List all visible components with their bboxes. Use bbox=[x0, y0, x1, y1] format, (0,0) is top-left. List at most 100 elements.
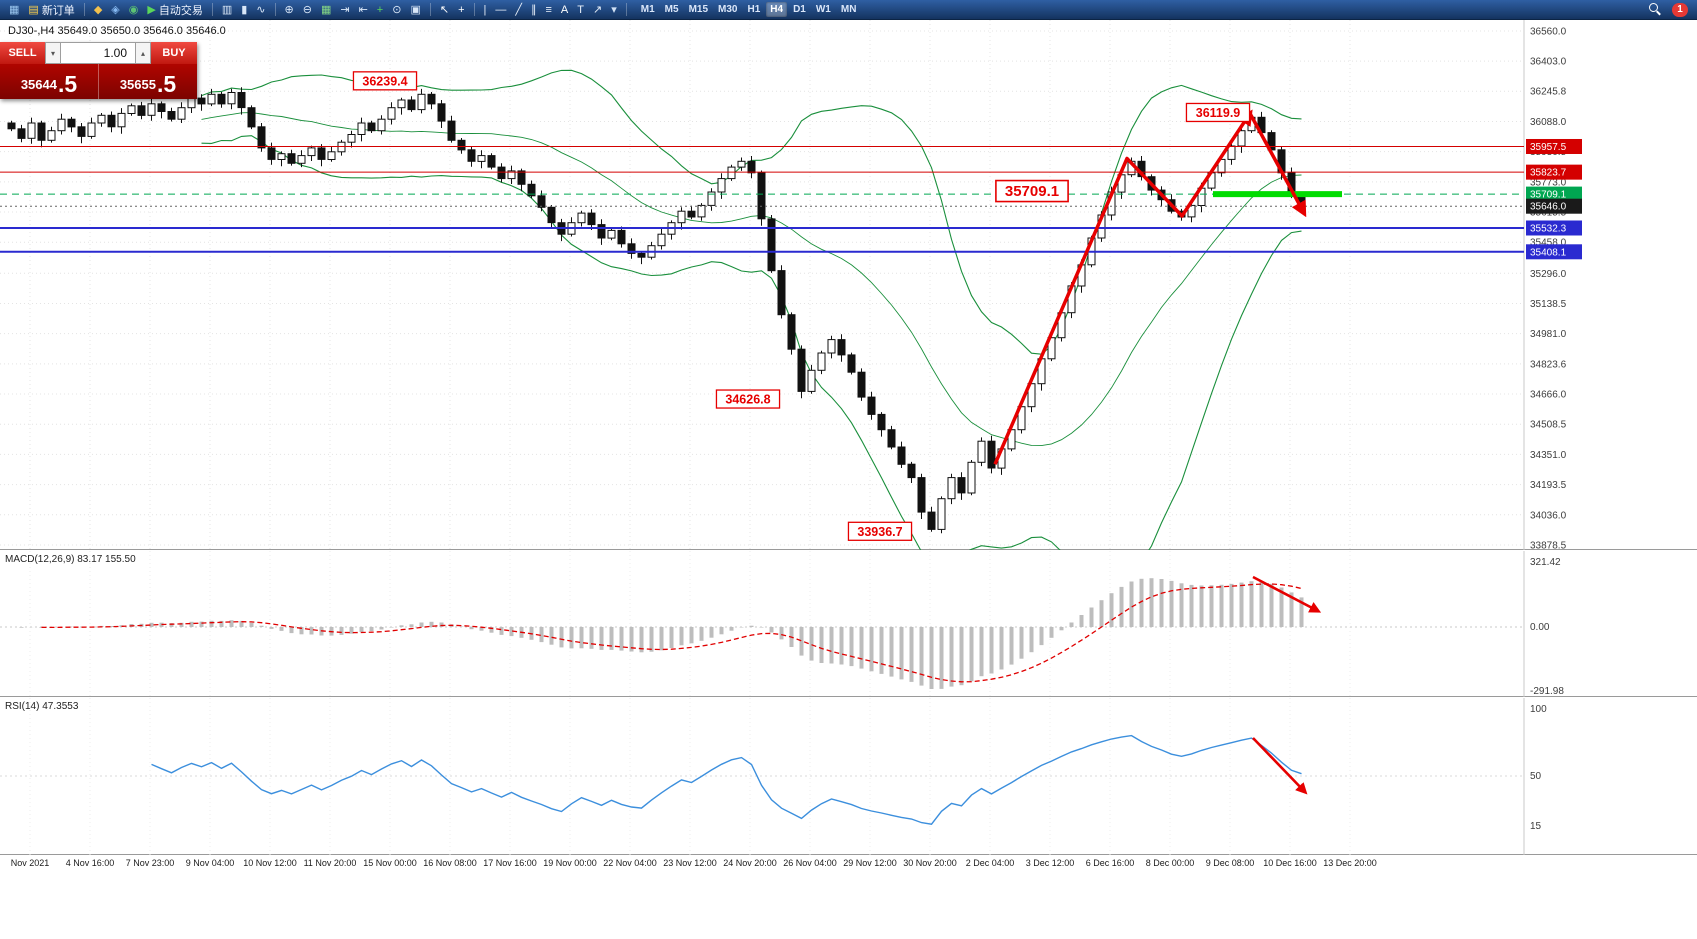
svg-text:33878.5: 33878.5 bbox=[1530, 541, 1567, 551]
rsi-panel: 100 50 15 RSI(14) 47.3553 bbox=[0, 698, 1697, 855]
time-label: 23 Nov 12:00 bbox=[663, 858, 717, 868]
svg-text:15: 15 bbox=[1530, 821, 1542, 832]
search-icon[interactable] bbox=[1649, 3, 1662, 16]
toolbar-separator bbox=[625, 3, 627, 16]
rsi-grid bbox=[0, 698, 1525, 855]
buy-price[interactable]: 35655 .5 bbox=[99, 64, 197, 99]
bar-chart-icon[interactable]: ▥ bbox=[218, 1, 236, 19]
profile-icon[interactable]: ◈ bbox=[107, 1, 123, 19]
dropdown-icon: ▾ bbox=[611, 3, 617, 16]
macd-label: MACD(12,26,9) 83.17 155.50 bbox=[5, 554, 136, 565]
crosshair-icon: + bbox=[458, 3, 465, 16]
arrows-tool-icon[interactable]: ↗ bbox=[589, 1, 606, 19]
time-label: 15 Nov 00:00 bbox=[363, 858, 417, 868]
time-label: 30 Nov 20:00 bbox=[903, 858, 957, 868]
template-button[interactable]: ▣ bbox=[406, 1, 424, 19]
new-order-button[interactable]: ▤ 新订单 bbox=[24, 1, 78, 19]
vertical-line-icon[interactable]: | bbox=[480, 1, 491, 19]
fibonacci-icon: ≡ bbox=[545, 3, 552, 16]
notification-badge[interactable]: 1 bbox=[1672, 2, 1688, 17]
zoom-in-icon: ⊕ bbox=[284, 3, 294, 16]
fibonacci-icon[interactable]: ≡ bbox=[542, 1, 556, 19]
timeframe-w1[interactable]: W1 bbox=[815, 4, 831, 15]
sell-price[interactable]: 35644 .5 bbox=[0, 64, 99, 99]
svg-text:36560.0: 36560.0 bbox=[1530, 27, 1567, 38]
toolbar-separator bbox=[473, 3, 475, 16]
toolbar-separator bbox=[211, 3, 213, 16]
auto-trading-button[interactable]: ▶ 自动交易 bbox=[143, 1, 206, 19]
time-label: 8 Dec 00:00 bbox=[1145, 858, 1195, 868]
auto-trading-button-label: 自动交易 bbox=[158, 4, 203, 17]
profile-icon: ◈ bbox=[111, 3, 120, 16]
timeframe-h4[interactable]: H4 bbox=[766, 2, 788, 17]
time-axis[interactable]: Nov 2021 4 Nov 16:00 7 Nov 23:00 9 Nov 04:0… bbox=[0, 856, 1697, 874]
timeframe-m1[interactable]: M1 bbox=[640, 4, 655, 15]
macd-signal-line bbox=[41, 583, 1302, 683]
volume-increment-button[interactable] bbox=[135, 42, 151, 64]
bollinger-bands bbox=[201, 69, 1302, 550]
time-label: 4 Nov 16:00 bbox=[65, 858, 115, 868]
timeframe-mn[interactable]: MN bbox=[840, 4, 857, 15]
svg-text:50: 50 bbox=[1530, 771, 1542, 782]
cursor-icon: ↖ bbox=[439, 3, 450, 16]
svg-text:36119.9: 36119.9 bbox=[1196, 106, 1241, 120]
svg-text:35296.0: 35296.0 bbox=[1530, 269, 1567, 280]
market-icon[interactable]: ◆ bbox=[90, 1, 106, 19]
timeframe-h1[interactable]: H1 bbox=[747, 4, 761, 15]
zoom-in-icon[interactable]: ⊕ bbox=[281, 1, 298, 19]
auto-scroll-icon[interactable]: ⇥ bbox=[336, 1, 353, 19]
toolbar-separator bbox=[429, 3, 431, 16]
svg-text:35957.5: 35957.5 bbox=[1530, 142, 1567, 153]
svg-text:36088.0: 36088.0 bbox=[1530, 117, 1567, 128]
dropdown-icon[interactable]: ▾ bbox=[607, 1, 621, 19]
text-icon[interactable]: A bbox=[557, 1, 572, 19]
time-label: 9 Dec 08:00 bbox=[1205, 858, 1255, 868]
svg-text:0.00: 0.00 bbox=[1530, 622, 1550, 633]
svg-text:35458.0: 35458.0 bbox=[1530, 238, 1567, 249]
time-label: 19 Nov 00:00 bbox=[543, 858, 597, 868]
svg-text:34351.0: 34351.0 bbox=[1530, 450, 1567, 461]
svg-text:36245.8: 36245.8 bbox=[1530, 87, 1567, 98]
buy-button[interactable]: BUY bbox=[151, 42, 197, 64]
new-order-button-label: 新订单 bbox=[41, 4, 75, 17]
volume-decrement-button[interactable] bbox=[45, 42, 61, 64]
volume-input[interactable]: 1.00 bbox=[61, 42, 135, 64]
buy-price-fraction: .5 bbox=[156, 71, 177, 98]
crosshair-icon[interactable]: + bbox=[454, 1, 468, 19]
price-levels bbox=[0, 145, 1524, 253]
line-chart-icon: ∿ bbox=[256, 3, 266, 16]
candles bbox=[7, 87, 1306, 534]
cursor-icon[interactable]: ↖ bbox=[436, 1, 453, 19]
community-icon[interactable]: ◉ bbox=[125, 1, 143, 19]
timeframe-d1[interactable]: D1 bbox=[793, 4, 806, 15]
timeframe-bar: M1 M5 M15 M30 H1 H4 D1 W1 MN bbox=[637, 2, 861, 17]
label-icon[interactable]: T bbox=[573, 1, 588, 19]
sell-button[interactable]: SELL bbox=[0, 42, 45, 64]
app-menu-icon: ▦ bbox=[9, 3, 20, 16]
timeframe-m30[interactable]: M30 bbox=[718, 4, 738, 15]
buy-price-main: 35655 bbox=[119, 77, 156, 93]
trendline-icon[interactable]: ╱ bbox=[511, 1, 526, 19]
chart-shift-icon[interactable]: ⇤ bbox=[355, 1, 372, 19]
rsi-chart: 100 50 15 bbox=[0, 698, 1547, 855]
rsi-label: RSI(14) 47.3553 bbox=[5, 701, 79, 712]
svg-text:35646.0: 35646.0 bbox=[1530, 202, 1567, 213]
candlestick-chart-icon[interactable]: ▮ bbox=[237, 1, 251, 19]
channel-icon[interactable]: ∥ bbox=[527, 1, 541, 19]
indicators-button[interactable]: + bbox=[373, 1, 387, 19]
macd-grid bbox=[0, 551, 1525, 697]
line-chart-icon[interactable]: ∿ bbox=[252, 1, 269, 19]
zoom-out-icon[interactable]: ⊖ bbox=[299, 1, 316, 19]
horizontal-line-icon[interactable]: — bbox=[491, 1, 510, 19]
periods-button[interactable]: ⊙ bbox=[388, 1, 405, 19]
timeframe-m5[interactable]: M5 bbox=[664, 4, 679, 15]
trendline-icon: ╱ bbox=[515, 3, 522, 16]
macd-panel: 321.42 0.00 -291.98 MACD(12,26,9) 83.17 15… bbox=[0, 551, 1697, 697]
timeframe-m15[interactable]: M15 bbox=[688, 4, 709, 15]
time-label: 13 Dec 20:00 bbox=[1323, 858, 1377, 868]
horizontal-line-icon: — bbox=[495, 3, 507, 16]
app-menu-button[interactable]: ▦ bbox=[5, 1, 23, 19]
new-order-icon: ▤ bbox=[28, 3, 39, 16]
tile-windows-icon[interactable]: ▦ bbox=[317, 1, 335, 19]
